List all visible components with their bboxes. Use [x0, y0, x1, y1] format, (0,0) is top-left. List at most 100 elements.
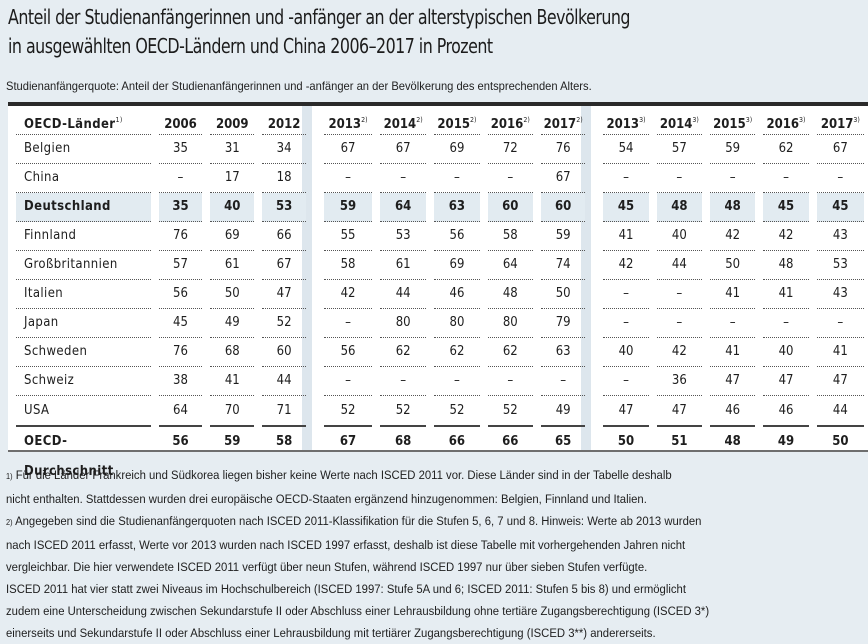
value: 60: [487, 193, 533, 222]
value: 52: [340, 402, 356, 418]
footnote-text: einerseits und Sekundarstufe II oder Abs…: [6, 626, 656, 640]
value-cell: 62: [376, 338, 430, 367]
value: 34: [262, 135, 306, 164]
value: 50: [210, 280, 255, 309]
value: 38: [158, 367, 203, 396]
value: 31: [210, 135, 255, 164]
value-cell: 47: [258, 280, 320, 309]
value: 68: [380, 425, 427, 457]
header-country-label: OECD-Länder: [24, 117, 116, 132]
value-cell: 46: [759, 396, 812, 425]
value-cell: 46: [430, 280, 483, 309]
value-cell: 47: [599, 396, 652, 425]
value: 52: [502, 402, 518, 418]
value-cell: 66: [484, 425, 537, 457]
table-row-highlighted: Deutschland 35 40 53 59 64 63 60 60 45 48 48 45 45: [8, 193, 868, 222]
value-cell: 41: [706, 338, 759, 367]
value-cell: 68: [376, 425, 430, 457]
value-cell: 45: [813, 193, 868, 222]
header-year-label: 2015: [437, 117, 470, 132]
value-cell: 45: [155, 309, 207, 338]
country-name: Italien: [16, 280, 151, 309]
value-cell: 61: [376, 251, 430, 280]
value-cell: –: [484, 164, 537, 193]
value: 80: [487, 309, 533, 338]
country-name: Großbritannien: [16, 251, 151, 280]
value: 40: [656, 222, 703, 251]
value: 46: [725, 402, 741, 418]
country-cell: Deutschland: [8, 193, 155, 222]
value: 53: [380, 222, 427, 251]
value: 42: [603, 251, 649, 280]
value: 40: [603, 338, 649, 367]
value-cell: 59: [320, 193, 376, 222]
value-cell: 41: [706, 280, 759, 309]
value-cell: 40: [206, 193, 258, 222]
value: 45: [603, 193, 649, 222]
value: 66: [262, 222, 306, 251]
value-cell: –: [320, 164, 376, 193]
header-year: 20143): [653, 106, 706, 135]
value: 55: [324, 222, 373, 251]
value-cell: –: [653, 309, 706, 338]
value-cell: 35: [155, 193, 207, 222]
value: 58: [262, 425, 306, 457]
footnote-text: vergleichbar. Die hier verwendete ISCED …: [6, 560, 648, 574]
country-name: China: [16, 164, 151, 193]
value-cell: –: [376, 367, 430, 396]
value-cell: –: [759, 309, 812, 338]
value: 63: [434, 193, 480, 222]
value: 48: [710, 425, 756, 457]
header-year: 2012: [258, 106, 320, 135]
value: –: [603, 367, 649, 396]
value: 48: [656, 193, 703, 222]
value: 47: [763, 367, 809, 396]
value-cell: 52: [484, 396, 537, 425]
value: –: [603, 164, 649, 193]
value-cell: 67: [258, 251, 320, 280]
column-group-divider: [581, 106, 591, 450]
value: 45: [816, 193, 864, 222]
value-cell: 56: [155, 280, 207, 309]
value: –: [710, 164, 756, 193]
country-name: OECD-Durchschnitt: [16, 425, 151, 479]
table-row: Italien 56 50 47 42 44 46 48 50– –41 41 43: [8, 280, 868, 309]
value-cell: 49: [206, 309, 258, 338]
table-header-row: OECD-Länder1) 2006 2009 2012 20132) 20142) 20…: [8, 106, 868, 135]
value: 67: [816, 135, 864, 164]
value: 60: [262, 338, 306, 367]
footnote-ref: 2): [523, 116, 530, 124]
value: –: [710, 309, 756, 338]
value-cell: 41: [599, 222, 652, 251]
footnote-ref: 1): [115, 116, 123, 124]
value: –: [816, 164, 864, 193]
value: –: [487, 164, 533, 193]
value-cell: 67: [376, 135, 430, 164]
value: 67: [324, 135, 373, 164]
value-cell: 35: [155, 135, 207, 164]
country-cell: Schweden: [8, 338, 155, 367]
value-cell: –: [706, 309, 759, 338]
value: 43: [816, 280, 864, 309]
value-cell: 57: [653, 135, 706, 164]
value: 46: [434, 280, 480, 309]
value: 56: [324, 338, 373, 367]
value: 79: [540, 309, 586, 338]
value-cell: 60: [484, 193, 537, 222]
value-cell: –: [706, 164, 759, 193]
value-cell: 56: [430, 222, 483, 251]
value-cell: 50: [206, 280, 258, 309]
footnote-line: einerseits und Sekundarstufe II oder Abs…: [6, 622, 816, 644]
value: 41: [816, 338, 864, 367]
value-cell: 67: [813, 135, 868, 164]
footnote-ref: 2): [361, 116, 368, 124]
footnote-text: ISCED 2011 hat vier statt zwei Niveaus i…: [6, 582, 686, 596]
data-table-container: OECD-Länder1) 2006 2009 2012 20132) 20142) 20…: [8, 102, 868, 479]
footnote-line: 1) Für die Länder Frankreich und Südkore…: [6, 464, 816, 488]
value: 59: [324, 193, 373, 222]
value: 67: [540, 164, 586, 193]
value: 40: [763, 338, 809, 367]
value-cell: 48: [484, 280, 537, 309]
page-title: Anteil der Studienanfängerinnen und -anf…: [8, 3, 748, 61]
value: 74: [540, 251, 586, 280]
